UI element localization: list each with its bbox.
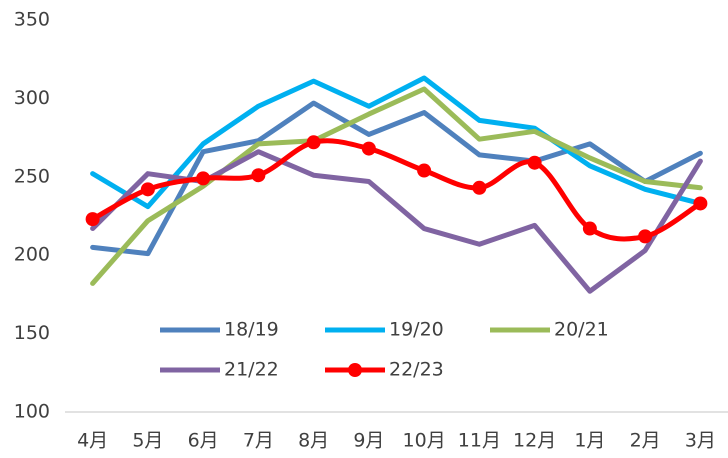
point [417,163,432,178]
legend-label: 18/19 [224,319,279,341]
y-tick-label: 200 [14,244,50,266]
point [361,141,376,156]
x-tick-label: 1月 [574,430,605,452]
legend-label: 21/22 [224,359,279,381]
y-tick-label: 250 [14,165,50,187]
point [638,229,653,244]
x-tick-label: 12月 [513,430,556,452]
x-tick-label: 7月 [243,430,274,452]
x-tick-label: 5月 [132,430,163,452]
legend-label: 22/23 [389,359,444,381]
legend-label: 19/20 [389,319,444,341]
x-tick-label: 9月 [353,430,384,452]
x-tick-label: 10月 [403,430,446,452]
x-tick-label: 4月 [77,430,108,452]
x-tick-label: 8月 [298,430,329,452]
series-line [90,100,703,257]
y-tick-label: 350 [14,9,50,31]
point [472,180,487,195]
y-tick-label: 150 [14,322,50,344]
point [140,182,155,197]
point [196,171,211,186]
legend-label: 20/21 [554,319,609,341]
x-tick-label: 2月 [630,430,661,452]
x-tick-label: 11月 [458,430,501,452]
x-tick-label: 6月 [188,430,219,452]
point [582,221,597,236]
point [527,155,542,170]
y-tick-label: 100 [14,401,50,423]
series-line [90,86,703,286]
point [306,135,321,150]
x-tick-label: 3月 [685,430,716,452]
point [85,212,100,227]
y-tick-label: 300 [14,87,50,109]
series-line [90,75,703,210]
point [693,196,708,211]
point [251,168,266,183]
legend-marker [348,363,362,377]
